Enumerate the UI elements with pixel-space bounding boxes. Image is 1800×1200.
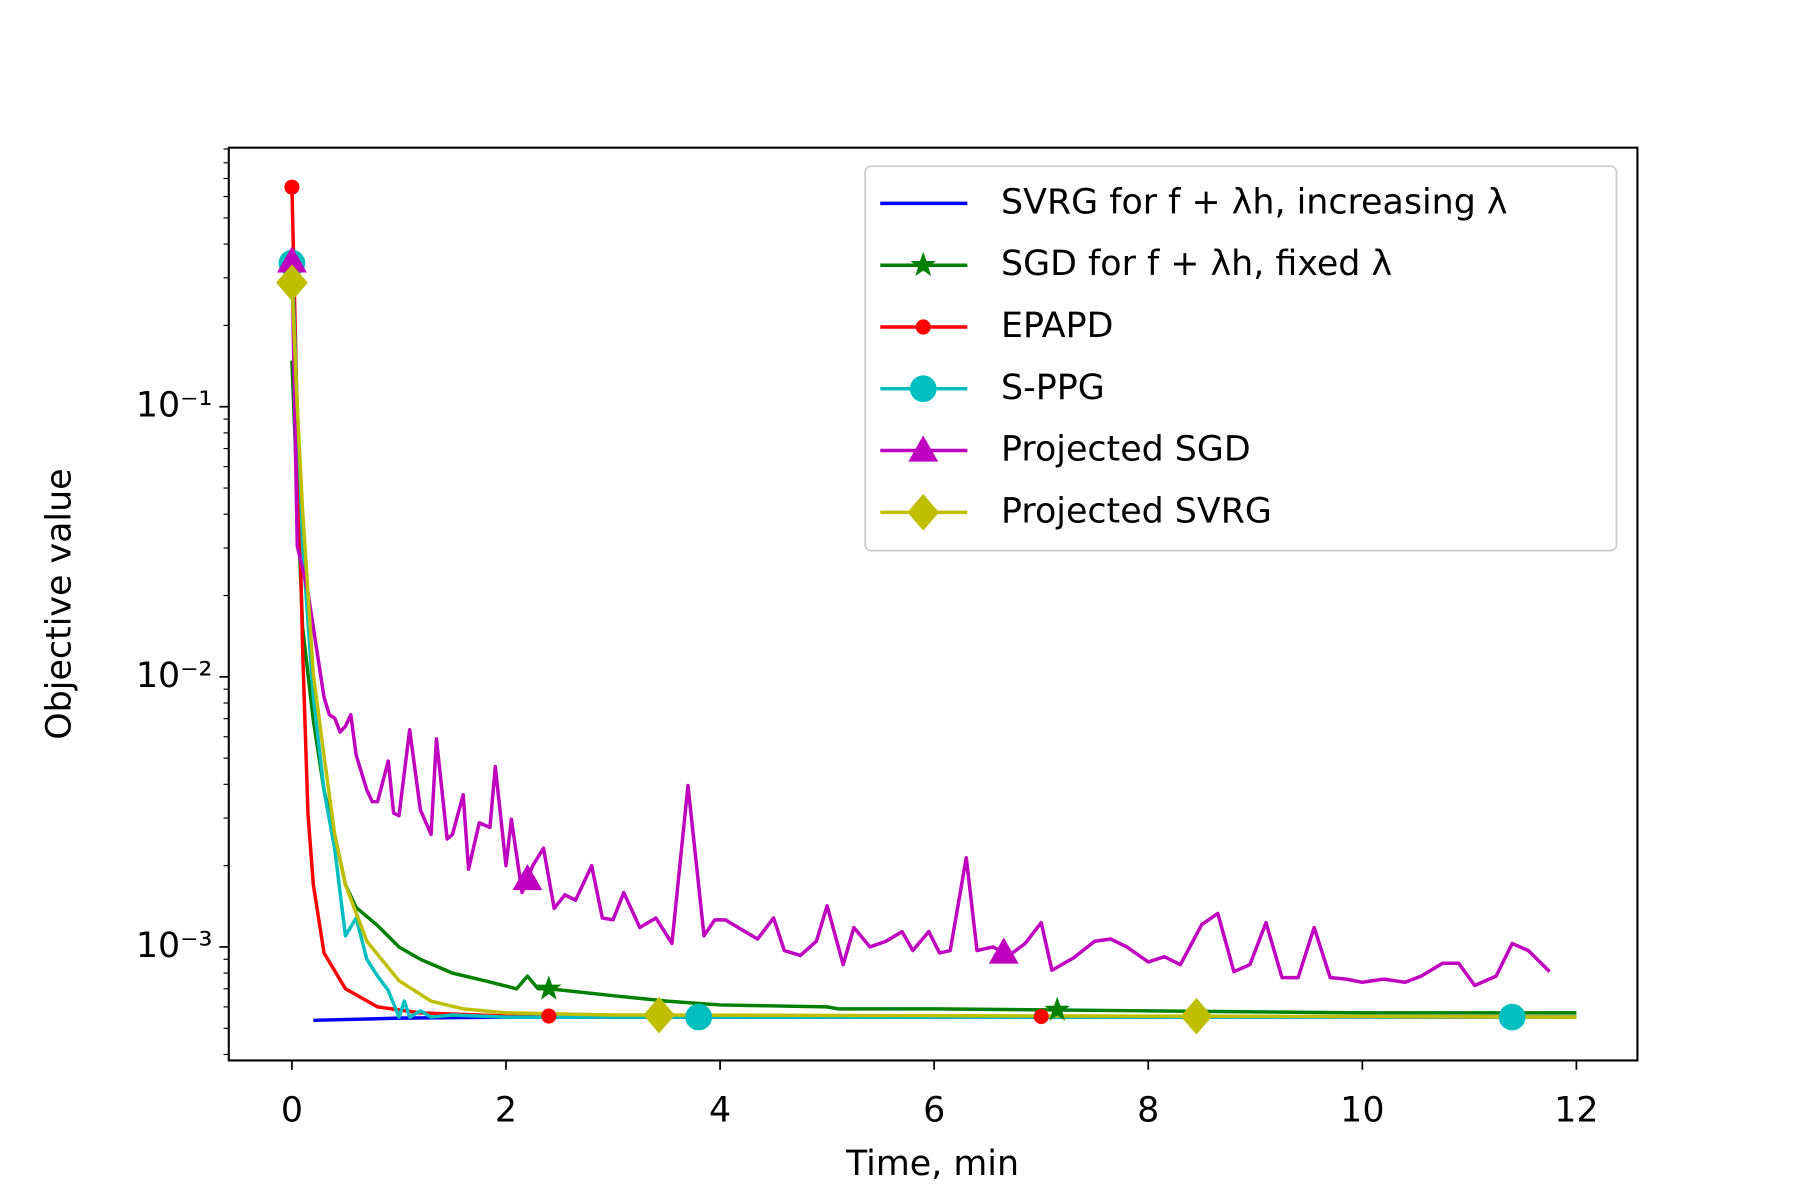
legend-label: S-PPG	[1001, 368, 1105, 408]
marker	[1180, 997, 1213, 1035]
marker	[284, 179, 300, 195]
y-tick-label: 10⁻³	[136, 926, 213, 966]
marker	[1033, 1008, 1049, 1025]
marker	[988, 937, 1019, 964]
marker	[915, 319, 931, 335]
marker	[1498, 1003, 1526, 1031]
marker	[276, 264, 308, 301]
y-tick-label: 10⁻²	[136, 656, 213, 696]
marker	[909, 375, 937, 403]
plot-lines	[276, 179, 1577, 1035]
legend-label: SGD for f + λh, fixed λ	[1001, 244, 1392, 284]
marker	[541, 1008, 557, 1024]
x-tick-label: 2	[495, 1091, 517, 1131]
legend-label: EPAPD	[1001, 306, 1113, 346]
marker	[685, 1003, 713, 1031]
series-line	[290, 282, 1577, 1019]
marker	[512, 863, 543, 891]
plot-frame	[227, 146, 1639, 1062]
series-line	[290, 261, 1551, 988]
series-line	[290, 263, 1577, 1019]
legend-label: SVRG for f + λh, increasing λ	[1001, 182, 1507, 222]
legend-label: Projected SGD	[1001, 430, 1251, 470]
marker	[536, 975, 562, 1000]
legend-label: Projected SVRG	[1001, 491, 1272, 531]
marker	[1044, 996, 1070, 1021]
y-tick-label: 10⁻¹	[136, 386, 213, 426]
marker	[910, 251, 936, 277]
x-tick-label: 10	[1340, 1091, 1384, 1131]
x-tick-label: 4	[709, 1091, 731, 1131]
x-tick-label: 6	[923, 1091, 945, 1131]
legend-box	[864, 165, 1618, 552]
marker	[908, 435, 939, 462]
x-tick-label: 0	[281, 1091, 303, 1131]
x-tick-label: 8	[1137, 1091, 1159, 1131]
marker	[907, 494, 940, 531]
x-tick-label: 12	[1554, 1091, 1598, 1131]
y-axis-label: Objective value	[39, 468, 79, 739]
x-axis-label: Time, min	[845, 1144, 1019, 1184]
marker	[643, 996, 675, 1034]
